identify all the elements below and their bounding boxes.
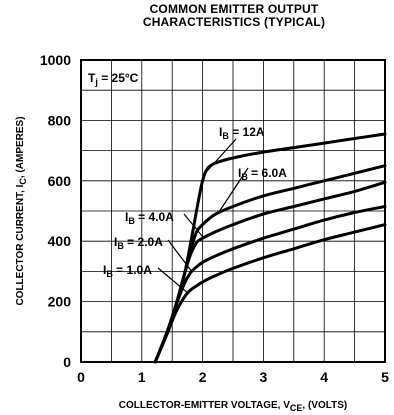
x-tick-label: 3 <box>260 369 268 385</box>
y-tick-label: 1000 <box>40 52 71 68</box>
leader-line-4-0A <box>183 213 204 238</box>
y-tick-label: 400 <box>48 233 72 249</box>
leader-line-6-0A <box>219 167 249 212</box>
leader-line-1-0A <box>157 267 188 294</box>
y-tick-label: 800 <box>48 112 72 128</box>
y-tick-label: 200 <box>48 294 72 310</box>
series-line-6-0A <box>153 164 387 364</box>
y-tick-label: 0 <box>63 354 71 370</box>
series-line-1-0A <box>153 223 387 364</box>
series-label-1-0A: IB = 1.0A <box>103 263 152 279</box>
leader-line-12A <box>203 138 237 176</box>
temperature-condition-label: Tj = 25°C <box>88 71 139 87</box>
series-line-2-0A <box>153 205 387 364</box>
chart-subtitle: CHARACTERISTICS (TYPICAL) <box>142 15 326 29</box>
series-label-12A: IB = 12A <box>219 125 265 141</box>
y-axis-label: COLLECTOR CURRENT, IC, (AMPERES) <box>15 116 28 305</box>
x-tick-label: 2 <box>199 369 207 385</box>
x-tick-label: 1 <box>138 369 146 385</box>
x-tick-label: 5 <box>381 369 389 385</box>
series-label-4-0A: IB = 4.0A <box>125 210 174 226</box>
series-label-2-0A: IB = 2.0A <box>114 235 163 251</box>
leader-line-2-0A <box>167 239 193 272</box>
x-tick-label: 0 <box>77 369 85 385</box>
series-label-6-0A: IB = 6.0A <box>238 166 287 182</box>
x-axis-label: COLLECTOR-EMITTER VOLTAGE, VCE, (VOLTS) <box>119 400 347 413</box>
x-tick-label: 4 <box>320 369 328 385</box>
y-tick-label: 600 <box>48 173 72 189</box>
chart-title: COMMON EMITTER OUTPUT <box>149 2 319 16</box>
